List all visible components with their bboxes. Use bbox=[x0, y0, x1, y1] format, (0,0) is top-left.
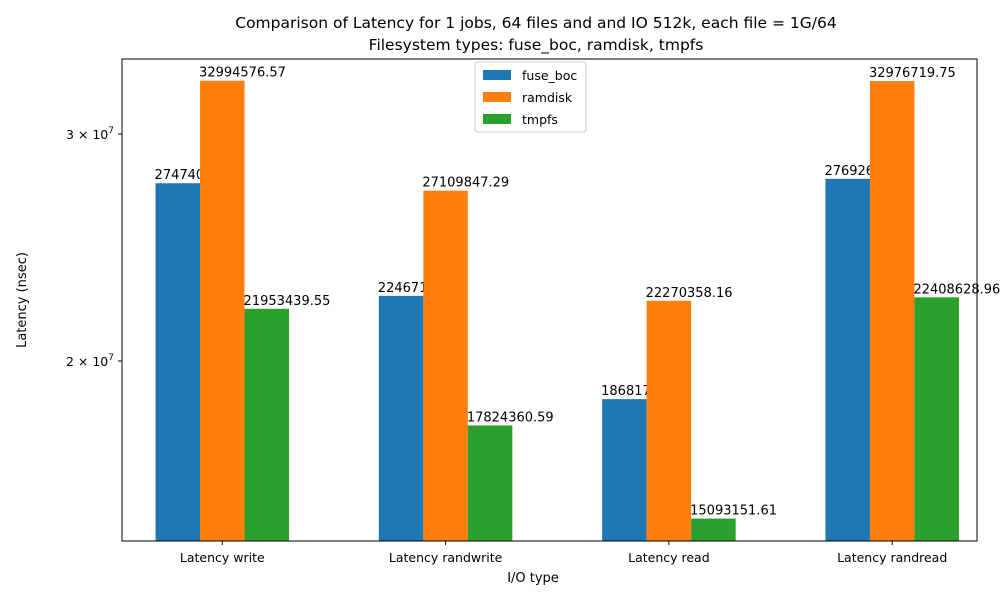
legend-swatch-ramdisk bbox=[483, 92, 511, 102]
chart-title: Comparison of Latency for 1 jobs, 64 fil… bbox=[235, 14, 837, 32]
y-axis-label: Latency (nsec) bbox=[15, 252, 30, 348]
data-label-tmpfs-latency-read: 15093151.61 bbox=[690, 504, 777, 519]
data-label-ramdisk-latency-randread: 32976719.75 bbox=[869, 66, 956, 81]
data-label-tmpfs-latency-write: 21953439.55 bbox=[244, 294, 331, 309]
x-axis: Latency write Latency randwrite Latency re… bbox=[180, 541, 947, 565]
y-axis: 2 × 107 3 × 107 bbox=[66, 126, 122, 369]
bar-ramdisk-latency-randwrite bbox=[423, 190, 468, 541]
bar-fuse-boc-latency-randwrite bbox=[378, 295, 424, 541]
x-tick-label-latency-write: Latency write bbox=[180, 550, 265, 565]
legend-label-tmpfs: tmpfs bbox=[522, 112, 558, 127]
bar-tmpfs-latency-randread bbox=[914, 297, 959, 541]
bar-ramdisk-latency-randread bbox=[869, 81, 915, 541]
x-tick-label-latency-read: Latency read bbox=[628, 550, 710, 565]
x-tick-label-latency-randread: Latency randread bbox=[837, 550, 947, 565]
bar-tmpfs-latency-randwrite bbox=[467, 425, 513, 541]
bar-fuse-boc-latency-write bbox=[155, 183, 201, 542]
data-label-tmpfs-latency-randread: 22408628.96 bbox=[913, 282, 1000, 297]
bar-fuse-boc-latency-randread bbox=[825, 178, 870, 542]
legend-swatch-tmpfs bbox=[483, 114, 511, 124]
data-label-tmpfs-latency-randwrite: 17824360.59 bbox=[467, 410, 554, 425]
plot-area: 27474008.0622467103.9418681754.882769267… bbox=[155, 66, 1000, 542]
data-label-ramdisk-latency-read: 22270358.16 bbox=[646, 286, 733, 301]
bar-ramdisk-latency-write bbox=[200, 80, 245, 541]
bar-tmpfs-latency-write bbox=[244, 308, 290, 541]
data-label-ramdisk-latency-randwrite: 27109847.29 bbox=[422, 176, 509, 191]
y-tick-label-30000000: 3 × 107 bbox=[66, 126, 114, 142]
legend-label-ramdisk: ramdisk bbox=[522, 90, 573, 105]
bar-fuse-boc-latency-read bbox=[602, 399, 647, 541]
chart-subtitle: Filesystem types: fuse_boc, ramdisk, tmp… bbox=[369, 36, 704, 55]
bar-ramdisk-latency-read bbox=[646, 300, 692, 541]
x-tick-label-latency-randwrite: Latency randwrite bbox=[389, 550, 503, 565]
legend-swatch-fuse-boc bbox=[483, 70, 511, 80]
legend: fuse_boc ramdisk tmpfs bbox=[474, 61, 587, 133]
data-label-ramdisk-latency-write: 32994576.57 bbox=[199, 66, 286, 81]
legend-label-fuse-boc: fuse_boc bbox=[522, 68, 577, 83]
x-axis-label: I/O type bbox=[507, 571, 559, 586]
bar-tmpfs-latency-read bbox=[691, 518, 736, 541]
y-tick-label-20000000: 2 × 107 bbox=[66, 353, 114, 369]
plot-frame bbox=[121, 58, 978, 542]
